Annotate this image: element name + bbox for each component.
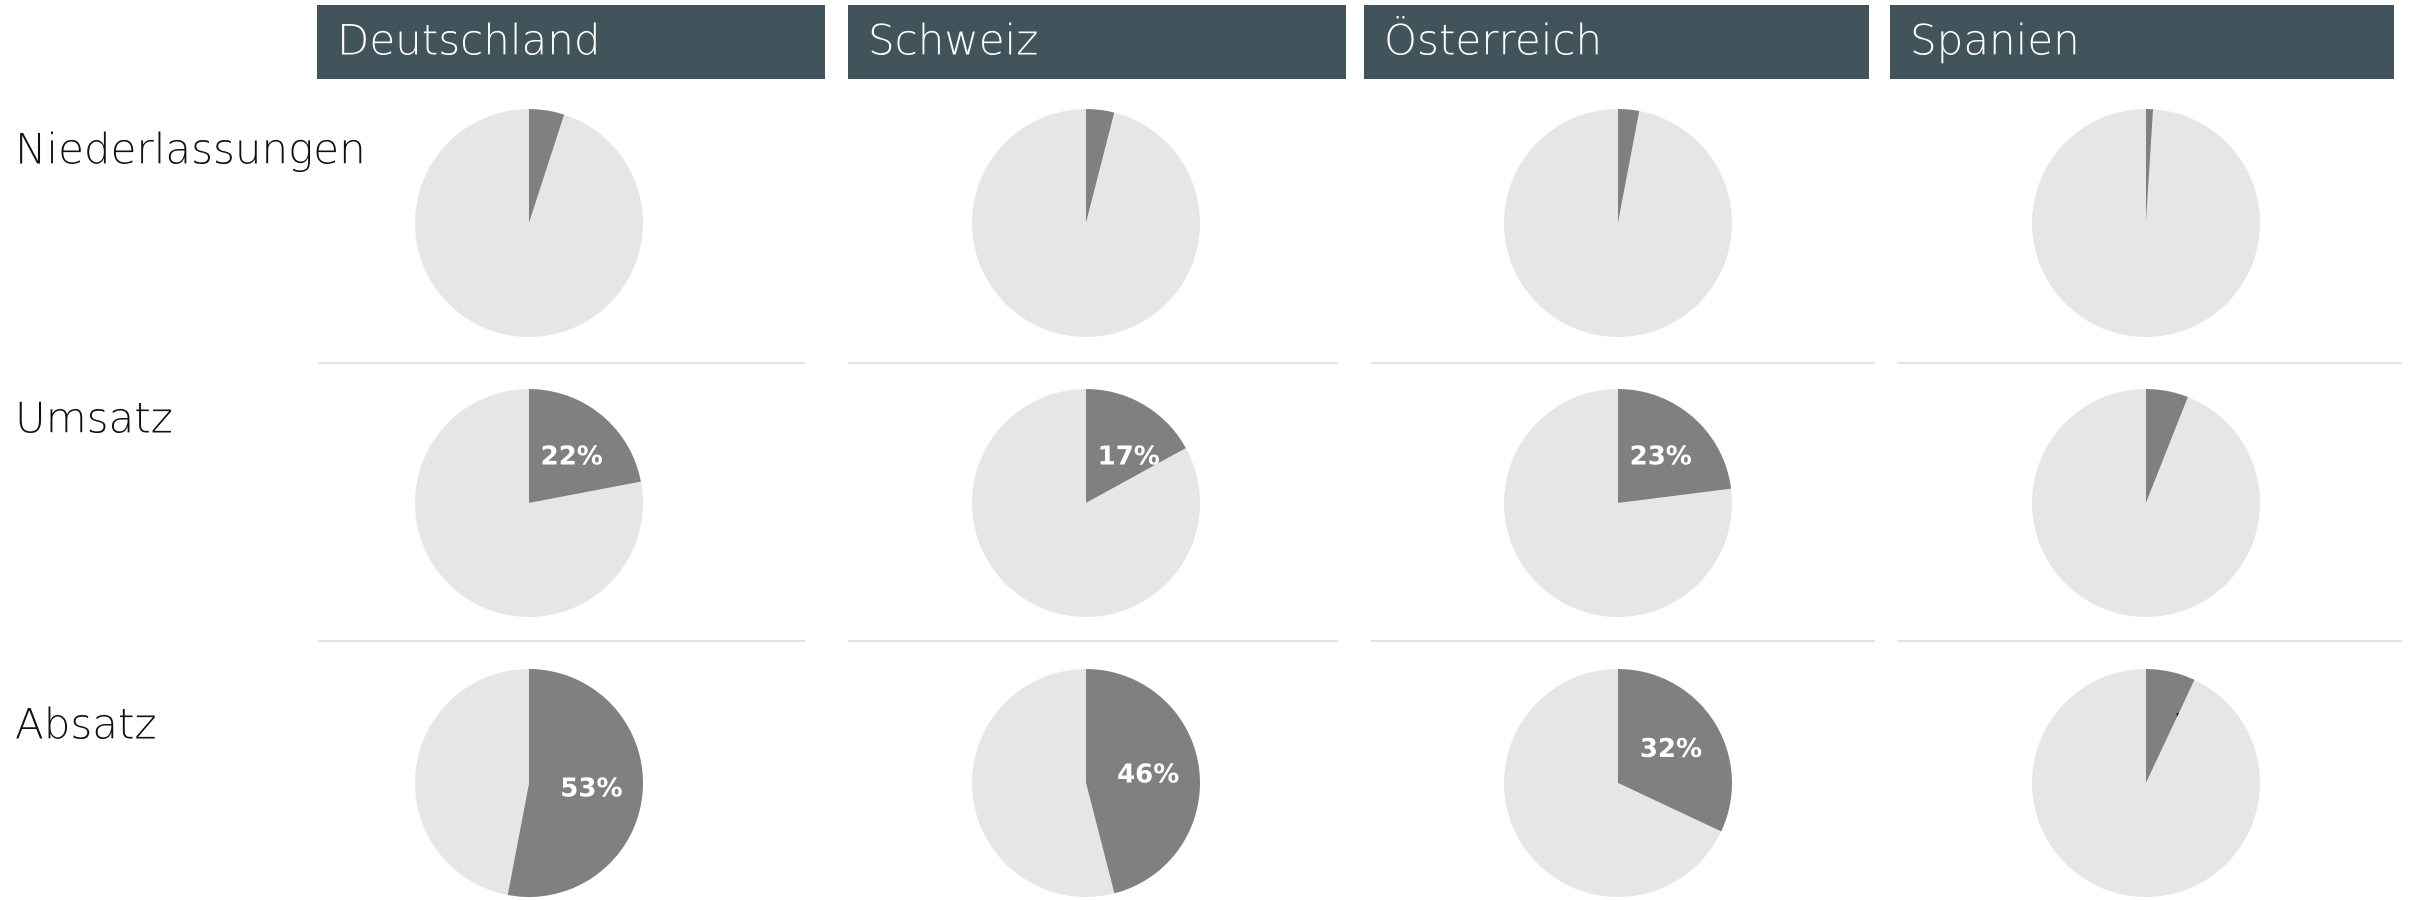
pie-slice: [1504, 109, 1732, 337]
pie-slice: [507, 669, 643, 897]
pie-slice: [1618, 669, 1732, 832]
column-header: Schweiz: [868, 16, 1038, 65]
column-header-bg: [1364, 5, 1869, 79]
pie-slice: [2032, 109, 2260, 338]
pie-slice: [2146, 109, 2154, 223]
value-label: 17%: [1098, 442, 1160, 472]
pie-slice: [1618, 109, 1640, 223]
column-header-bg: [1890, 5, 2394, 79]
pie-slice: [415, 389, 644, 618]
pie-slice: [972, 669, 1115, 897]
column-header: Deutschland: [337, 16, 601, 65]
row-label: Absatz: [15, 700, 157, 749]
row-label: Niederlassungen: [15, 125, 366, 174]
column-header-bg: [317, 5, 825, 79]
pie-slice: [1504, 669, 1722, 898]
row-label: Umsatz: [15, 394, 173, 443]
pie-slice: [972, 389, 1200, 617]
value-label: 22%: [541, 442, 603, 472]
value-label: 46%: [1117, 760, 1179, 790]
pie-slice: [529, 389, 641, 503]
pie-slice: [972, 109, 1200, 337]
value-label: 23%: [1630, 442, 1692, 472]
column-header-bg: [848, 5, 1346, 79]
pie-slice: [415, 109, 643, 338]
pie-slice: [2146, 389, 2188, 503]
pie-slice: [1504, 389, 1732, 617]
pie-slice: [1086, 669, 1201, 894]
pie-slice: [1086, 109, 1115, 223]
pie-slice: [2032, 669, 2261, 898]
column-header: Spanien: [1910, 16, 2080, 65]
pie-slice: [1618, 389, 1732, 503]
pie-slice: [414, 669, 529, 895]
pie-slice: [529, 109, 565, 223]
pie-slice: [2146, 669, 2195, 783]
value-label: 32%: [1640, 734, 1702, 764]
column-header: Österreich: [1384, 16, 1602, 65]
value-label: 53%: [560, 773, 622, 803]
pie-slice: [2032, 389, 2261, 617]
pie-slice: [1086, 389, 1186, 503]
